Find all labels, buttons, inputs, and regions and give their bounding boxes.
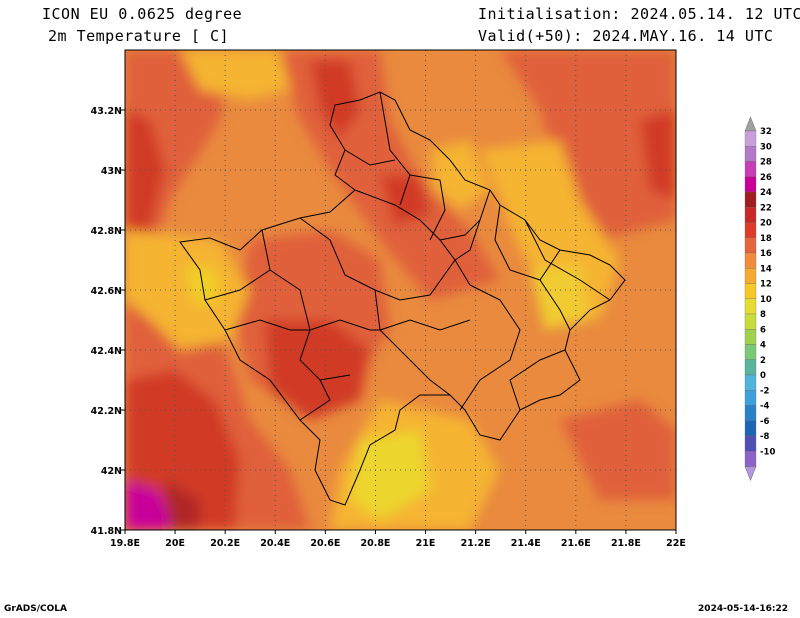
lon-tick-label: 20E [165, 538, 185, 549]
colorbar-label: 30 [760, 142, 772, 152]
lon-tick-label: 20.4E [260, 538, 290, 549]
colorbar-label: 28 [760, 158, 772, 168]
lat-tick-label: 43N [101, 166, 122, 177]
lon-tick-label: 21.4E [511, 538, 541, 549]
colorbar-swatch [744, 268, 757, 284]
colorbar-swatch [744, 191, 757, 208]
colorbar-swatch [744, 435, 757, 452]
footer-right: 2024-05-14-16:22 [698, 604, 788, 614]
colorbar-label: -4 [760, 402, 770, 412]
colorbar-swatch [744, 405, 757, 421]
valid-time: Valid(+50): 2024.MAY.16. 14 UTC [478, 27, 774, 45]
lat-tick-label: 41.8N [91, 526, 122, 537]
colorbar-swatch [744, 329, 757, 345]
lat-tick-label: 42.4N [91, 346, 122, 357]
model-title: ICON EU 0.0625 degree [42, 5, 243, 23]
colorbar-swatch [744, 161, 757, 177]
colorbar-swatch [744, 146, 757, 162]
colorbar-swatch [744, 344, 757, 360]
colorbar-label: 32 [760, 127, 772, 137]
colorbar-label: 14 [760, 264, 772, 274]
colorbar-label: 2 [760, 356, 766, 366]
lat-tick-label: 42.2N [91, 406, 122, 417]
colorbar-swatch [744, 252, 757, 269]
longitude-labels: 19.8E 20E 20.2E 20.4E 20.6E 20.8E 21E 21.2E 21.4… [110, 530, 686, 549]
colorbar-label: -6 [760, 417, 770, 427]
colorbar-label: 18 [760, 234, 772, 244]
colorbar-swatch [744, 298, 757, 315]
colorbar-swatch [744, 237, 757, 254]
colorbar-label: 4 [760, 341, 766, 351]
colorbar-top-cap [744, 116, 757, 132]
colorbar-swatch [744, 207, 757, 223]
region-borders [179, 91, 626, 506]
colorbar-swatch [744, 374, 757, 391]
variable-title: 2m Temperature [ C] [48, 27, 230, 45]
lon-tick-label: 21.2E [461, 538, 491, 549]
colorbar-label: -2 [760, 386, 770, 396]
lat-tick-label: 42N [101, 466, 122, 477]
colorbar-bottom-cap [744, 466, 757, 482]
colorbar-swatch [744, 420, 757, 437]
colorbar-label: -8 [760, 432, 770, 442]
lon-tick-label: 21E [416, 538, 436, 549]
latitude-labels: 43.2N 43N 42.8N 42.6N 42.4N 42.2N 42N 41.8N [91, 106, 125, 537]
colorbar-label: 22 [760, 203, 772, 213]
lon-tick-label: 19.8E [110, 538, 140, 549]
colorbar-label: 12 [760, 280, 772, 290]
lat-tick-label: 42.6N [91, 286, 122, 297]
lon-tick-label: 21.6E [561, 538, 591, 549]
footer-left: GrADS/COLA [4, 604, 67, 614]
colorbar-label: 10 [760, 295, 772, 305]
colorbar-label: 26 [760, 173, 772, 183]
colorbar-swatch [744, 359, 757, 376]
colorbar-swatch [744, 283, 757, 299]
colorbar-swatch [744, 313, 757, 330]
colorbar-swatch [744, 390, 757, 406]
lon-tick-label: 20.6E [310, 538, 340, 549]
colorbar-swatch [744, 222, 757, 238]
colorbar-label: 6 [760, 325, 766, 335]
colorbar-swatch [744, 176, 757, 193]
colorbar-label: 0 [760, 371, 766, 381]
lat-tick-label: 42.8N [91, 226, 122, 237]
lon-tick-label: 21.8E [611, 538, 641, 549]
lat-tick-label: 43.2N [91, 106, 122, 117]
lon-tick-label: 20.8E [360, 538, 390, 549]
temperature-field [125, 50, 676, 530]
colorbar-swatch [744, 451, 757, 467]
colorbar-label: 20 [760, 219, 772, 229]
colorbar-label: -10 [760, 447, 775, 457]
init-time: Initialisation: 2024.05.14. 12 UTC [478, 5, 800, 23]
colorbar-swatch [744, 130, 757, 147]
colorbar-label: 8 [760, 310, 766, 320]
lon-tick-label: 20.2E [210, 538, 240, 549]
lon-tick-label: 22E [666, 538, 686, 549]
colorbar-label: 24 [760, 188, 772, 198]
colorbar-label: 16 [760, 249, 772, 259]
